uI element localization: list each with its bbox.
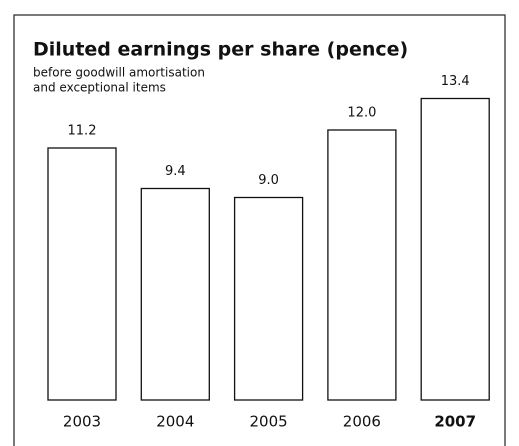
chart-subtitle: before goodwill amortisation xyxy=(33,66,205,80)
x-tick-label: 2006 xyxy=(343,413,381,431)
chart-subtitle: and exceptional items xyxy=(33,81,166,95)
chart-title: Diluted earnings per share (pence) xyxy=(33,39,408,61)
bar xyxy=(47,147,117,401)
bar xyxy=(140,187,210,401)
x-tick-label: 2003 xyxy=(63,413,101,431)
bar xyxy=(327,129,397,401)
frame xyxy=(13,14,506,446)
bar xyxy=(233,196,304,401)
value-label: 9.4 xyxy=(165,164,186,179)
value-label: 9.0 xyxy=(258,173,279,188)
x-tick-label: 2007 xyxy=(434,413,476,431)
value-label: 12.0 xyxy=(347,106,376,121)
value-label: 13.4 xyxy=(441,74,470,89)
value-label: 11.2 xyxy=(68,124,97,139)
x-tick-label: 2005 xyxy=(250,413,288,431)
bar xyxy=(420,97,490,401)
x-tick-label: 2004 xyxy=(156,413,194,431)
